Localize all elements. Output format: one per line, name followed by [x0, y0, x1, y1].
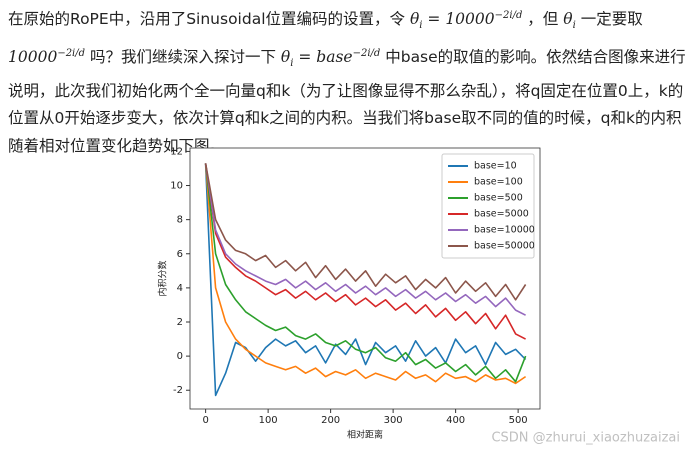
data-line — [204, 163, 527, 383]
math-base: = 10000 — [422, 10, 495, 29]
text: 中base的取值的影响。依然结合图像来进行说明，此次我们初始化两个全一向量q和k… — [8, 48, 686, 155]
x-tick-label: 200 — [321, 415, 340, 426]
y-tick-label: 4 — [177, 283, 183, 294]
watermark: CSDN @zhurui_xiaozhuzaizai — [491, 431, 680, 446]
math-base: θ — [409, 10, 420, 29]
y-tick-label: -2 — [173, 385, 183, 396]
math: θi — [563, 10, 576, 32]
math: θi — [280, 48, 294, 70]
x-tick-label: 0 — [202, 415, 208, 426]
math-sub: i — [290, 58, 294, 70]
data-line — [204, 163, 527, 301]
math-sub: i — [419, 20, 423, 32]
data-line — [204, 163, 527, 397]
y-tick-label: 0 — [177, 351, 183, 362]
y-tick-label: 10 — [170, 181, 183, 192]
y-axis-label: 内积分数 — [157, 260, 169, 296]
text: 吗？我们继续深入探讨一下 — [85, 48, 281, 66]
legend-box — [441, 153, 535, 259]
x-axis-label: 相对距离 — [347, 429, 383, 441]
text: ，但 — [522, 10, 564, 29]
x-tick-label: 300 — [384, 415, 403, 426]
legend-label: base=10 — [474, 161, 517, 172]
text: 一定要取 — [575, 10, 643, 29]
data-line — [204, 163, 526, 316]
y-tick-label: 8 — [177, 215, 183, 226]
math: = 10000−2i/d — [422, 10, 522, 28]
legend-label: base=50000 — [474, 241, 535, 252]
x-tick-label: 400 — [446, 415, 465, 426]
data-line — [204, 163, 526, 340]
math: 10000−2i/d — [8, 48, 85, 66]
math-sup: −2i/d — [352, 47, 381, 59]
math-sup: −2i/d — [57, 47, 86, 59]
y-tick-label: 12 — [170, 146, 183, 157]
y-tick-label: 2 — [177, 317, 183, 328]
math-base: = base — [293, 48, 353, 66]
math-base: θ — [280, 48, 291, 66]
math-base: θ — [563, 10, 573, 29]
paragraph: 在原始的RoPE中，沿用了Sinusoidal位置编码的设置，令 θi = 10… — [8, 2, 688, 160]
x-tick-label: 500 — [509, 415, 528, 426]
math: θi — [409, 10, 423, 32]
x-tick-label: 100 — [259, 415, 278, 426]
legend-label: base=5000 — [474, 209, 529, 220]
legend-label: base=100 — [474, 177, 523, 188]
math-sub: i — [572, 20, 576, 32]
legend-label: base=10000 — [474, 225, 535, 236]
data-line — [204, 163, 527, 385]
math-base: 10000 — [8, 48, 58, 66]
text: 在原始的RoPE中，沿用了Sinusoidal位置编码的设置，令 — [8, 10, 410, 29]
y-tick-label: 6 — [177, 249, 183, 260]
math: = base−2i/d — [293, 48, 380, 66]
math-sup: −2i/d — [494, 10, 523, 21]
legend-label: base=500 — [474, 193, 523, 204]
